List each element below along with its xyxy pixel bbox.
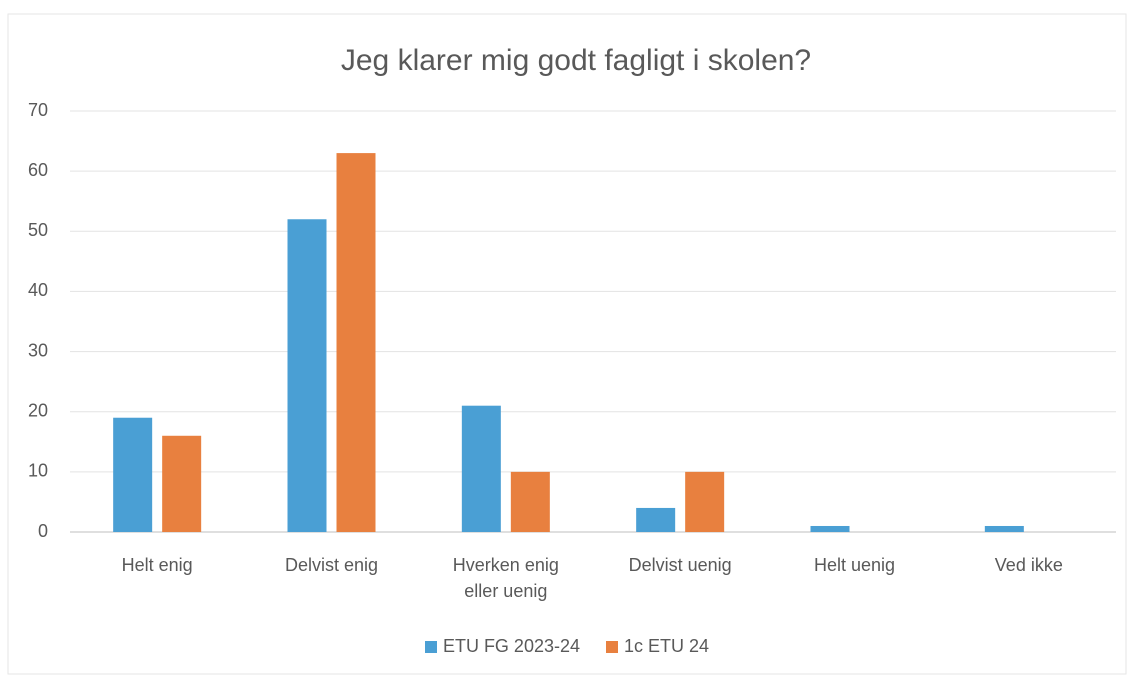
legend-swatch: [424, 640, 437, 653]
x-tick-label: Hverken enig eller uenig: [452, 555, 559, 601]
y-tick-label: 60: [28, 160, 48, 180]
bar: [162, 435, 202, 532]
chart-border: [7, 13, 1127, 675]
legend-label: 1c ETU 24: [624, 636, 710, 656]
legend-item: 1c ETU 24: [606, 636, 709, 657]
legend-label: ETU FG 2023-24: [442, 636, 580, 656]
bar: [336, 153, 376, 532]
x-tick-label: Delvist uenig: [628, 555, 732, 575]
bar: [810, 525, 850, 532]
bar: [510, 471, 550, 532]
y-tick-label: 30: [28, 340, 48, 360]
y-tick-label: 10: [28, 461, 48, 481]
y-tick-label: 70: [28, 100, 48, 120]
bar: [685, 471, 725, 532]
y-tick-label: 50: [28, 220, 48, 240]
chart-title: Jeg klarer mig godt fagligt i skolen?: [341, 44, 811, 77]
legend: ETU FG 2023-24 1c ETU 24: [0, 636, 1134, 657]
bar: [636, 507, 676, 532]
y-tick-label: 20: [28, 400, 48, 420]
bar: [984, 525, 1024, 532]
x-tick-label: Helt enig: [121, 555, 193, 575]
bar: [287, 219, 327, 532]
legend-swatch: [606, 640, 618, 653]
bar: [113, 417, 153, 532]
y-tick-label: 0: [38, 521, 48, 541]
y-tick-label: 40: [28, 280, 48, 300]
x-tick-label: Helt uenig: [813, 555, 896, 575]
legend-item: ETU FG 2023-24: [424, 636, 580, 657]
bar: [461, 405, 501, 532]
x-tick-label: Delvist enig: [284, 555, 379, 575]
x-tick-label: Ved ikke: [994, 555, 1063, 575]
